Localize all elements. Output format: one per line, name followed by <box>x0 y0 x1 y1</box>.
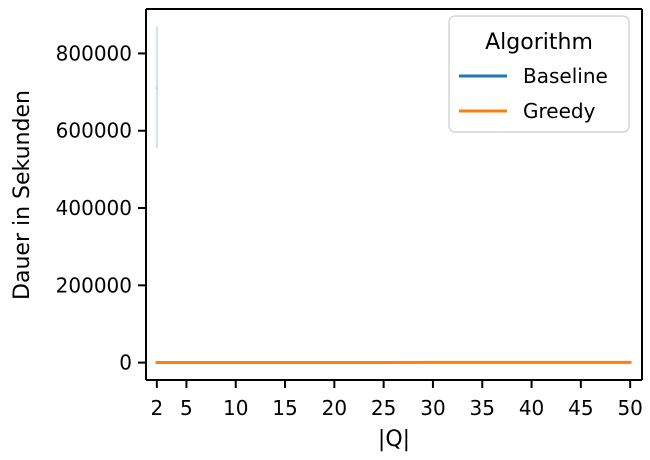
axes-layer <box>145 8 643 381</box>
x-tick-label: 20 <box>322 396 347 420</box>
y-tick-label: 0 <box>119 351 132 375</box>
x-tick-label: 35 <box>470 396 495 420</box>
y-ticks: 0 200000 400000 600000 800000 <box>56 41 146 375</box>
x-tick-label: 25 <box>371 396 396 420</box>
legend-title: Algorithm <box>485 30 593 55</box>
legend-box <box>448 15 630 133</box>
y-axis-title: Dauer in Sekunden <box>10 90 35 300</box>
x-tick-label: 10 <box>223 396 248 420</box>
x-tick-label: 2 <box>150 396 163 420</box>
x-tick-label: 45 <box>568 396 593 420</box>
series-baseline-point <box>156 87 158 90</box>
x-tick-label: 30 <box>420 396 445 420</box>
legend: Algorithm Baseline Greedy <box>448 15 630 133</box>
x-tick-label: 40 <box>519 396 544 420</box>
x-tick-label: 15 <box>272 396 297 420</box>
y-tick-label: 600000 <box>56 119 132 143</box>
series-layer <box>155 26 632 365</box>
x-ticks: 2 5 10 15 20 25 30 35 40 45 50 <box>150 380 643 420</box>
x-tick-label: 5 <box>180 396 193 420</box>
y-tick-label: 200000 <box>56 273 132 297</box>
x-tick-label: 50 <box>617 396 642 420</box>
legend-label-baseline: Baseline <box>523 64 608 88</box>
x-axis-title: |Q| <box>378 427 410 452</box>
y-tick-label: 400000 <box>56 196 132 220</box>
y-tick-label: 800000 <box>56 41 132 65</box>
legend-label-greedy: Greedy <box>523 99 596 123</box>
